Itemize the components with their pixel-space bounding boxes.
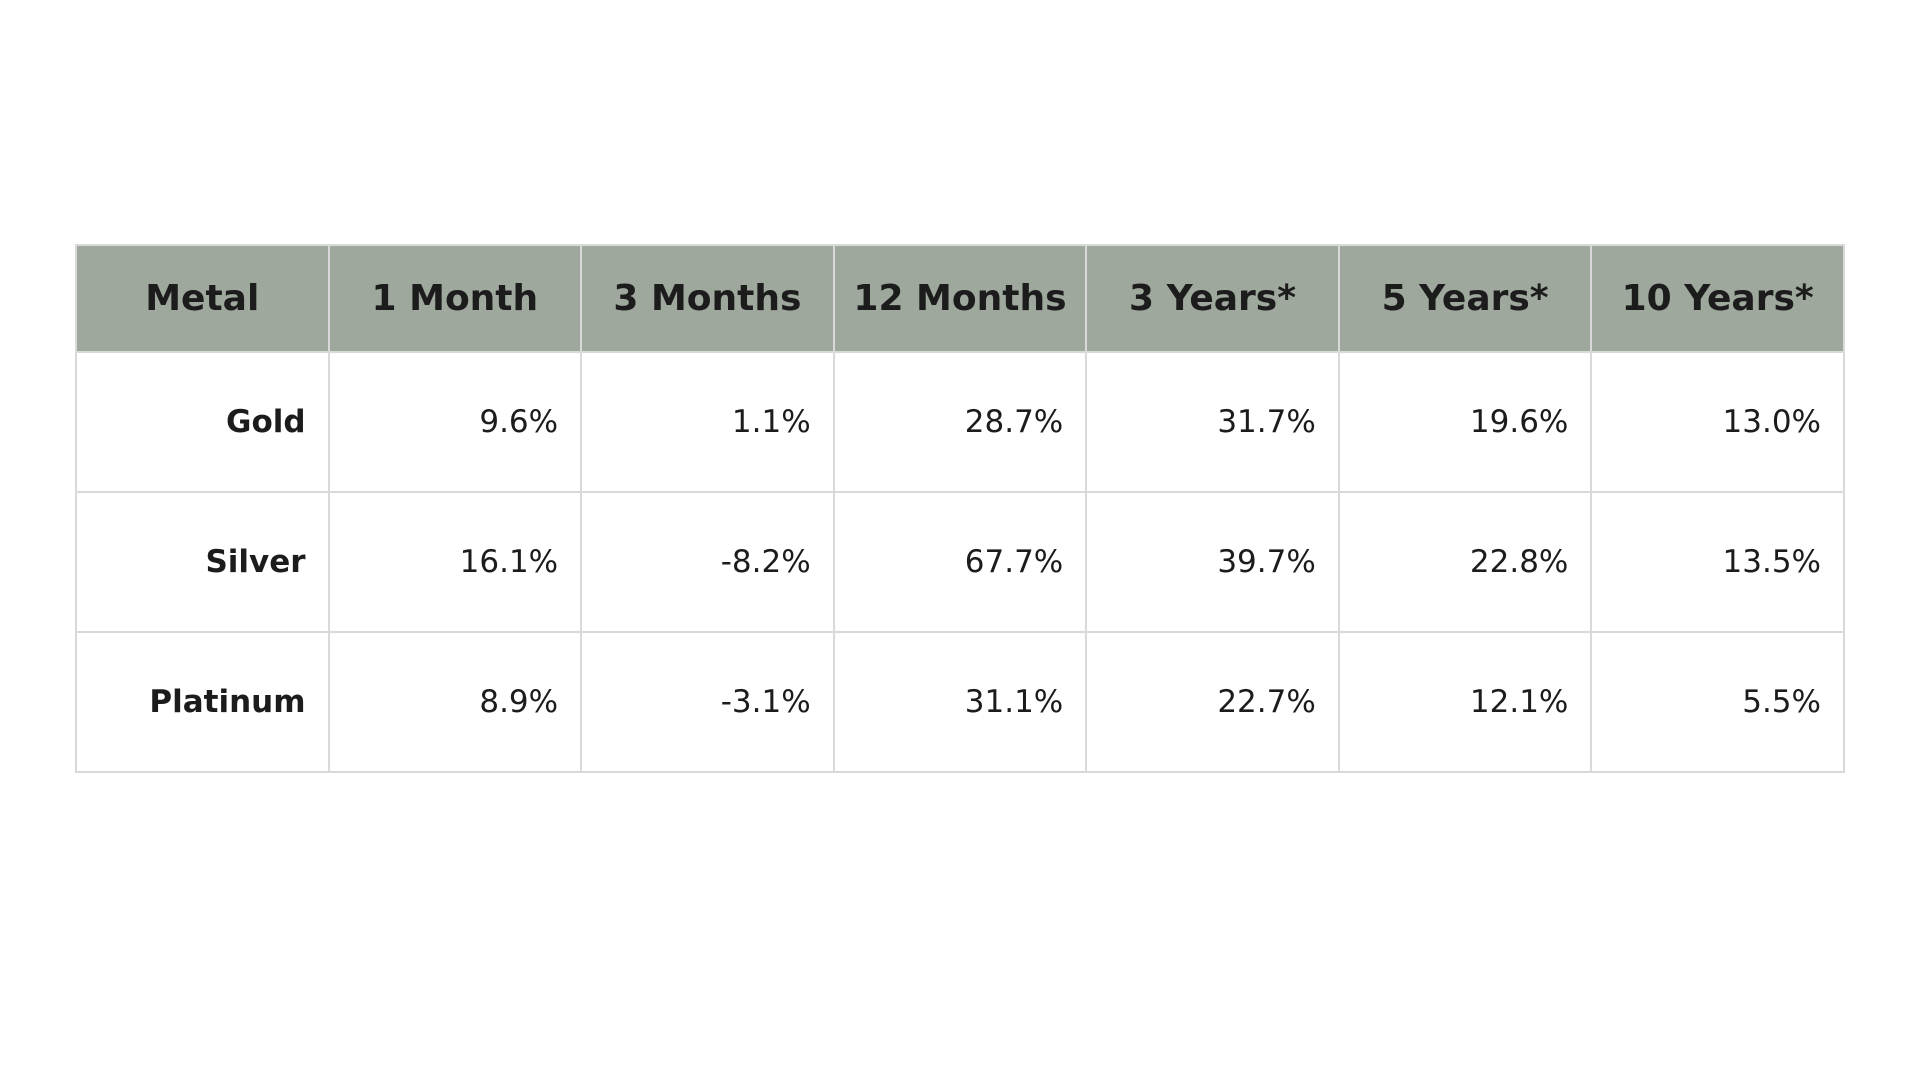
header-cell: 1 Month [327, 244, 583, 353]
return-cell: -3.1% [580, 631, 835, 773]
return-cell: -8.2% [580, 491, 835, 633]
return-cell: 9.6% [327, 351, 583, 493]
returns-table: Metal 1 Month 3 Months 12 Months 3 Years* 5 Y… [75, 244, 1845, 773]
header-cell: Metal [75, 244, 330, 353]
header-cell: 3 Years* [1085, 244, 1340, 353]
table-row: Platinum 8.9% -3.1% 31.1% 22.7% 12.1% 5.5% [75, 631, 1845, 773]
return-cell: 16.1% [327, 491, 583, 633]
metal-name: Platinum [75, 631, 330, 773]
return-cell: 13.5% [1590, 491, 1845, 633]
header-cell: 5 Years* [1337, 244, 1593, 353]
return-cell: 28.7% [832, 351, 1088, 493]
return-cell: 19.6% [1337, 351, 1593, 493]
return-cell: 13.0% [1590, 351, 1845, 493]
header-cell: 12 Months [832, 244, 1088, 353]
return-cell: 22.7% [1085, 631, 1340, 773]
table-header: Metal 1 Month 3 Months 12 Months 3 Years* 5 Y… [75, 244, 1845, 353]
table-body: Gold 9.6% 1.1% 28.7% 31.7% 19.6% 13.0% Silver 16… [75, 351, 1845, 773]
return-cell: 39.7% [1085, 491, 1340, 633]
return-cell: 1.1% [580, 351, 835, 493]
table-row: Gold 9.6% 1.1% 28.7% 31.7% 19.6% 13.0% [75, 351, 1845, 493]
return-cell: 31.1% [832, 631, 1088, 773]
header-row: Metal 1 Month 3 Months 12 Months 3 Years* 5 Y… [75, 244, 1845, 353]
return-cell: 12.1% [1337, 631, 1593, 773]
metal-name: Silver [75, 491, 330, 633]
header-cell: 3 Months [580, 244, 835, 353]
return-cell: 31.7% [1085, 351, 1340, 493]
return-cell: 5.5% [1590, 631, 1845, 773]
table-row: Silver 16.1% -8.2% 67.7% 39.7% 22.8% 13.5% [75, 491, 1845, 633]
header-cell: 10 Years* [1590, 244, 1845, 353]
return-cell: 67.7% [832, 491, 1088, 633]
metal-name: Gold [75, 351, 330, 493]
return-cell: 22.8% [1337, 491, 1593, 633]
return-cell: 8.9% [327, 631, 583, 773]
